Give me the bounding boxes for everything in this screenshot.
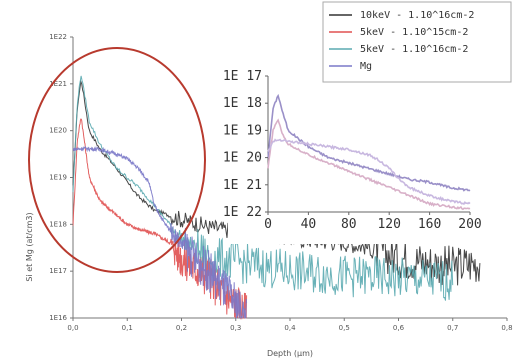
legend-item: Mg bbox=[329, 61, 372, 72]
y-axis-label: Si et Mg (at/cm3) bbox=[25, 212, 34, 281]
legend-label: 5keV - 1.10^16cm-2 bbox=[360, 44, 468, 55]
legend-label: Mg bbox=[360, 61, 372, 72]
inset-x-tick-label: 80 bbox=[341, 217, 357, 232]
main-y-tick-label: 1E22 bbox=[49, 33, 67, 41]
main-x-tick-label: 0,8 bbox=[501, 324, 512, 332]
main-x-ticks: 0,0 0,1 0,2 0,3 0,4 0,5 0,6 0,7 0,8 bbox=[67, 318, 513, 332]
main-series-line bbox=[72, 75, 454, 301]
main-x-tick-label: 0,2 bbox=[176, 324, 187, 332]
inset-series-line bbox=[267, 138, 471, 206]
main-x-tick-label: 0,3 bbox=[230, 324, 241, 332]
inset-y-tick-label: 1E 17 bbox=[223, 69, 262, 84]
main-y-tick-label: 1E16 bbox=[49, 314, 67, 322]
inset-x-tick-label: 160 bbox=[418, 217, 441, 232]
main-x-tick-label: 0,0 bbox=[67, 324, 78, 332]
main-y-tick-label: 1E20 bbox=[49, 127, 67, 135]
legend-item: 5keV - 1.10^15cm-2 bbox=[329, 27, 468, 38]
main-y-ticks: 1E16 1E17 1E18 1E19 1E20 1E21 1E22 bbox=[49, 33, 73, 322]
legend-item: 5keV - 1.10^16cm-2 bbox=[329, 44, 468, 55]
inset-x-tick-label: 120 bbox=[377, 217, 400, 232]
inset-y-tick-label: 1E 20 bbox=[223, 151, 262, 166]
inset-y-tick-label: 1E 19 bbox=[223, 123, 262, 138]
x-axis-label: Depth (µm) bbox=[267, 349, 313, 358]
legend: 10keV - 1.10^16cm-2 5keV - 1.10^15cm-2 5ke… bbox=[322, 1, 512, 83]
main-y-tick-label: 1E18 bbox=[49, 220, 67, 228]
inset-x-tick-label: 0 bbox=[264, 217, 272, 232]
legend-label: 5keV - 1.10^15cm-2 bbox=[360, 27, 468, 38]
main-x-tick-label: 0,5 bbox=[339, 324, 350, 332]
inset-y-tick-label: 1E 21 bbox=[223, 178, 262, 193]
inset-series-line bbox=[267, 93, 471, 192]
legend-item: 10keV - 1.10^16cm-2 bbox=[329, 10, 474, 21]
main-x-tick-label: 0,4 bbox=[284, 324, 296, 332]
legend-box bbox=[322, 1, 512, 83]
main-y-tick-label: 1E17 bbox=[49, 267, 67, 275]
legend-label: 10keV - 1.10^16cm-2 bbox=[360, 10, 474, 21]
inset-series-group bbox=[267, 93, 471, 211]
main-y-tick-label: 1E19 bbox=[49, 174, 67, 182]
inset-x-ticks: 0 40 80 120 160 200 bbox=[264, 212, 482, 232]
main-x-tick-label: 0,1 bbox=[122, 324, 133, 332]
inset-y-tick-label: 1E 18 bbox=[223, 96, 262, 111]
main-y-tick-label: 1E21 bbox=[49, 80, 67, 88]
inset-x-tick-label: 40 bbox=[301, 217, 317, 232]
inset-y-ticks: 1E 17 1E 18 1E 19 1E 20 1E 21 1E 22 bbox=[223, 69, 268, 220]
highlight-ellipse bbox=[28, 47, 206, 273]
main-series-line bbox=[72, 145, 248, 319]
inset-series-line bbox=[267, 118, 471, 211]
main-x-tick-label: 0,6 bbox=[393, 324, 405, 332]
inset-y-tick-label: 1E 22 bbox=[223, 205, 262, 220]
main-series-line bbox=[72, 118, 248, 320]
inset-x-tick-label: 200 bbox=[458, 217, 481, 232]
main-x-tick-label: 0,7 bbox=[447, 324, 458, 332]
